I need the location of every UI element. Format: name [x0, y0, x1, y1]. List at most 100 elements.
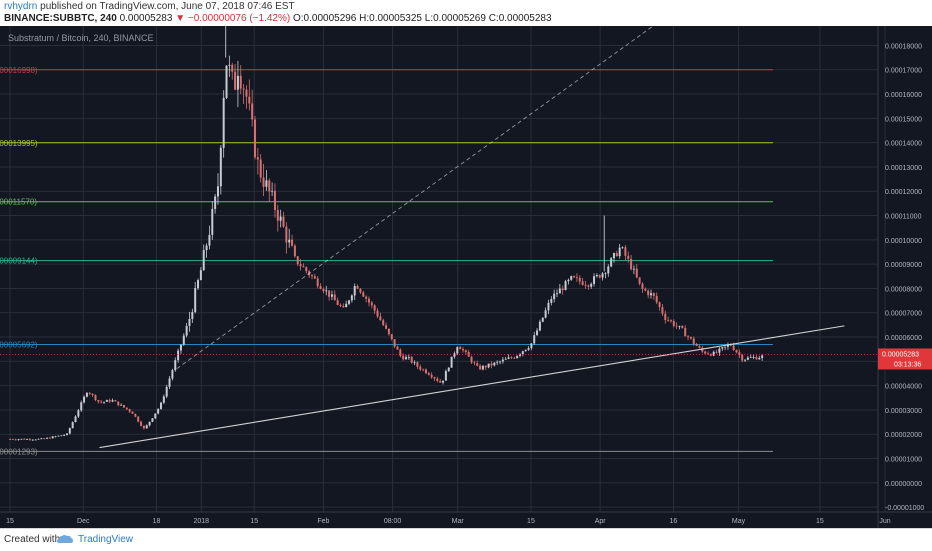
candle-body [293, 245, 296, 257]
chart-header: rvhydrn published on TradingView.com, Ju… [0, 0, 932, 26]
candle-body [140, 421, 143, 426]
candle-body [504, 358, 507, 360]
candle-body [23, 438, 26, 440]
candle-body [590, 283, 593, 287]
publish-line: rvhydrn published on TradingView.com, Ju… [4, 1, 295, 12]
candle-body [256, 157, 259, 160]
candle-body [735, 350, 738, 353]
candle-body [282, 216, 285, 227]
candle-body [171, 370, 174, 379]
candle-body [595, 274, 598, 277]
chart-area[interactable]: (0.00016998) (0.00013995) (0.00011570) (0.0… [0, 26, 932, 528]
candle-body [536, 330, 539, 336]
y-tick-label: 0.00018000 [885, 43, 922, 50]
candle-body [91, 393, 94, 396]
candle-body [692, 338, 695, 344]
candle-body [672, 321, 675, 326]
candle-body [376, 310, 379, 317]
symbol-label: BINANCE:SUBBTC, 240 [4, 13, 117, 24]
candle-body [208, 234, 211, 246]
candle-body [367, 298, 370, 303]
candle-body [276, 209, 279, 221]
candle-body [461, 349, 464, 351]
candle-body [761, 355, 764, 358]
candle-body [254, 119, 257, 158]
candle-body [248, 96, 251, 104]
candles [9, 26, 764, 441]
fib-level-label: (0.00009144) [0, 257, 38, 266]
y-tick-label: 0.00006000 [885, 335, 922, 342]
candle-body [581, 281, 584, 285]
x-tick-label: 08:00 [384, 518, 402, 525]
candle-body [168, 378, 171, 387]
candle-body [234, 71, 237, 90]
candle-body [259, 159, 262, 178]
candle-body [593, 276, 596, 284]
author-link[interactable]: rvhydrn [4, 1, 38, 12]
y-tick-label: 0.00007000 [885, 311, 922, 318]
candle-body [744, 359, 747, 361]
trendlines[interactable] [99, 26, 845, 449]
candle-body [738, 352, 741, 355]
candle-body [558, 288, 561, 294]
candle-body [20, 438, 23, 440]
candle-body [684, 328, 687, 337]
candle-body [669, 320, 672, 322]
candle-body [442, 380, 445, 383]
candle-body [453, 353, 456, 357]
candle-body [402, 355, 405, 360]
candle-body [97, 400, 100, 402]
y-tick-label: 0.00004000 [885, 384, 922, 391]
candle-body [575, 277, 578, 279]
candle-body [524, 349, 527, 352]
candle-body [271, 190, 274, 192]
candle-body [105, 400, 108, 402]
candle-body [667, 319, 670, 321]
candle-body [342, 306, 345, 308]
x-tick-label: Jun [879, 518, 890, 525]
x-tick-label: Apr [595, 518, 607, 525]
candle-body [80, 402, 83, 411]
candle-body [65, 433, 68, 435]
x-tick-label: Feb [317, 518, 329, 525]
candle-body [573, 276, 576, 278]
publish-text: published on TradingView.com, June 07, 2… [40, 1, 295, 12]
candle-body [501, 359, 504, 362]
candle-body [188, 318, 191, 326]
x-tick-label: 18 [153, 518, 161, 525]
candle-body [68, 428, 71, 434]
candle-body [712, 351, 715, 356]
candle-body [148, 421, 151, 426]
candle-body [675, 325, 678, 327]
candle-body [516, 355, 519, 359]
candle-body [644, 288, 647, 291]
fib-level-label: (0.00013995) [0, 139, 38, 148]
candle-body [157, 408, 160, 414]
candle-body [348, 300, 351, 304]
candle-body [681, 325, 684, 329]
tradingview-link[interactable]: TradingView [78, 534, 134, 545]
y-tick-label: 0.00015000 [885, 116, 922, 123]
candle-body [439, 380, 442, 383]
candle-body [632, 268, 635, 270]
candle-body [100, 401, 103, 403]
price-chart[interactable]: (0.00016998) (0.00013995) (0.00011570) (0.0… [0, 26, 932, 528]
fib-level-label: (0.00016998) [0, 66, 38, 75]
candle-body [26, 439, 29, 440]
candle-body [356, 286, 359, 289]
candle-body [40, 438, 43, 440]
candle-body [330, 294, 333, 297]
y-tick-label: 0.00008000 [885, 286, 922, 293]
last-price-badge [878, 348, 932, 370]
candle-body [547, 302, 550, 311]
candle-body [612, 253, 615, 259]
y-tick-label: 0.00009000 [885, 262, 922, 269]
candle-body [436, 378, 439, 381]
candle-body [145, 425, 148, 429]
grid [0, 26, 886, 512]
candle-body [650, 293, 653, 296]
candle-body [382, 320, 385, 326]
candle-body [630, 258, 633, 270]
candle-body [94, 395, 97, 401]
candle-body [154, 413, 157, 419]
